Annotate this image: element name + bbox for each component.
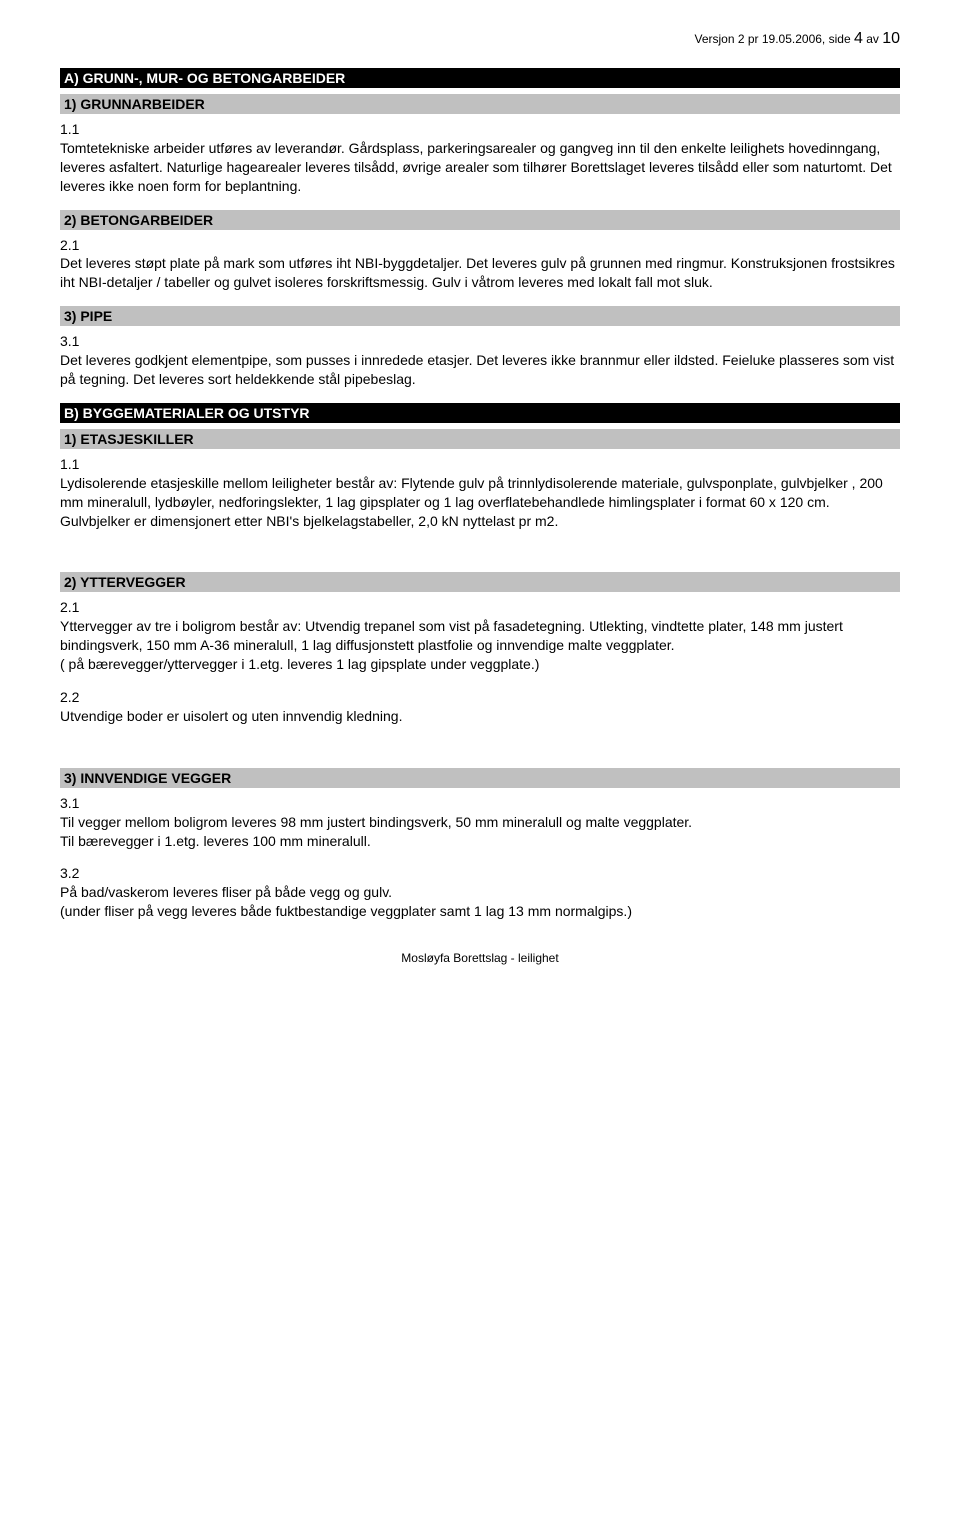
- item-b3-1-text: Til vegger mellom boligrom leveres 98 mm…: [60, 813, 900, 832]
- item-b1-1-text: Lydisolerende etasjeskille mellom leilig…: [60, 474, 900, 531]
- section-a3-title: 3) PIPE: [60, 306, 900, 326]
- item-a3-1-num: 3.1: [60, 332, 900, 351]
- section-a2-title: 2) BETONGARBEIDER: [60, 210, 900, 230]
- section-a1-title: 1) GRUNNARBEIDER: [60, 94, 900, 114]
- section-a-title: A) GRUNN-, MUR- OG BETONGARBEIDER: [60, 68, 900, 88]
- item-a2-1-text: Det leveres støpt plate på mark som utfø…: [60, 254, 900, 292]
- page-header: Versjon 2 pr 19.05.2006, side 4 av 10: [60, 30, 900, 48]
- page-current: 4: [854, 30, 863, 47]
- item-b3-1-num: 3.1: [60, 794, 900, 813]
- item-b3-2-text: På bad/vaskerom leveres fliser på både v…: [60, 883, 900, 902]
- item-b2-2-num: 2.2: [60, 688, 900, 707]
- item-a3-1-text: Det leveres godkjent elementpipe, som pu…: [60, 351, 900, 389]
- section-b-title: B) BYGGEMATERIALER OG UTSTYR: [60, 403, 900, 423]
- item-b2-2-text: Utvendige boder er uisolert og uten innv…: [60, 707, 900, 726]
- item-b3-1-text-b: Til bærevegger i 1.etg. leveres 100 mm m…: [60, 832, 900, 851]
- item-b2-1-text-b: ( på bærevegger/yttervegger i 1.etg. lev…: [60, 655, 900, 674]
- item-b3-2-num: 3.2: [60, 864, 900, 883]
- page-footer: Mosløyfa Borettslag - leilighet: [60, 951, 900, 965]
- item-b2-1-num: 2.1: [60, 598, 900, 617]
- section-b1-title: 1) ETASJESKILLER: [60, 429, 900, 449]
- item-a1-1-text: Tomtetekniske arbeider utføres av levera…: [60, 139, 900, 196]
- section-b3-title: 3) INNVENDIGE VEGGER: [60, 768, 900, 788]
- item-b1-1-num: 1.1: [60, 455, 900, 474]
- item-b2-1-text: Yttervegger av tre i boligrom består av:…: [60, 617, 900, 655]
- section-b2-title: 2) YTTERVEGGER: [60, 572, 900, 592]
- page-total: 10: [882, 30, 900, 47]
- item-a1-1-num: 1.1: [60, 120, 900, 139]
- version-text: Versjon 2 pr 19.05.2006, side: [695, 32, 854, 46]
- item-a2-1-num: 2.1: [60, 236, 900, 255]
- page-of: av: [863, 32, 882, 46]
- item-b3-2-text-b: (under fliser på vegg leveres både fuktb…: [60, 902, 900, 921]
